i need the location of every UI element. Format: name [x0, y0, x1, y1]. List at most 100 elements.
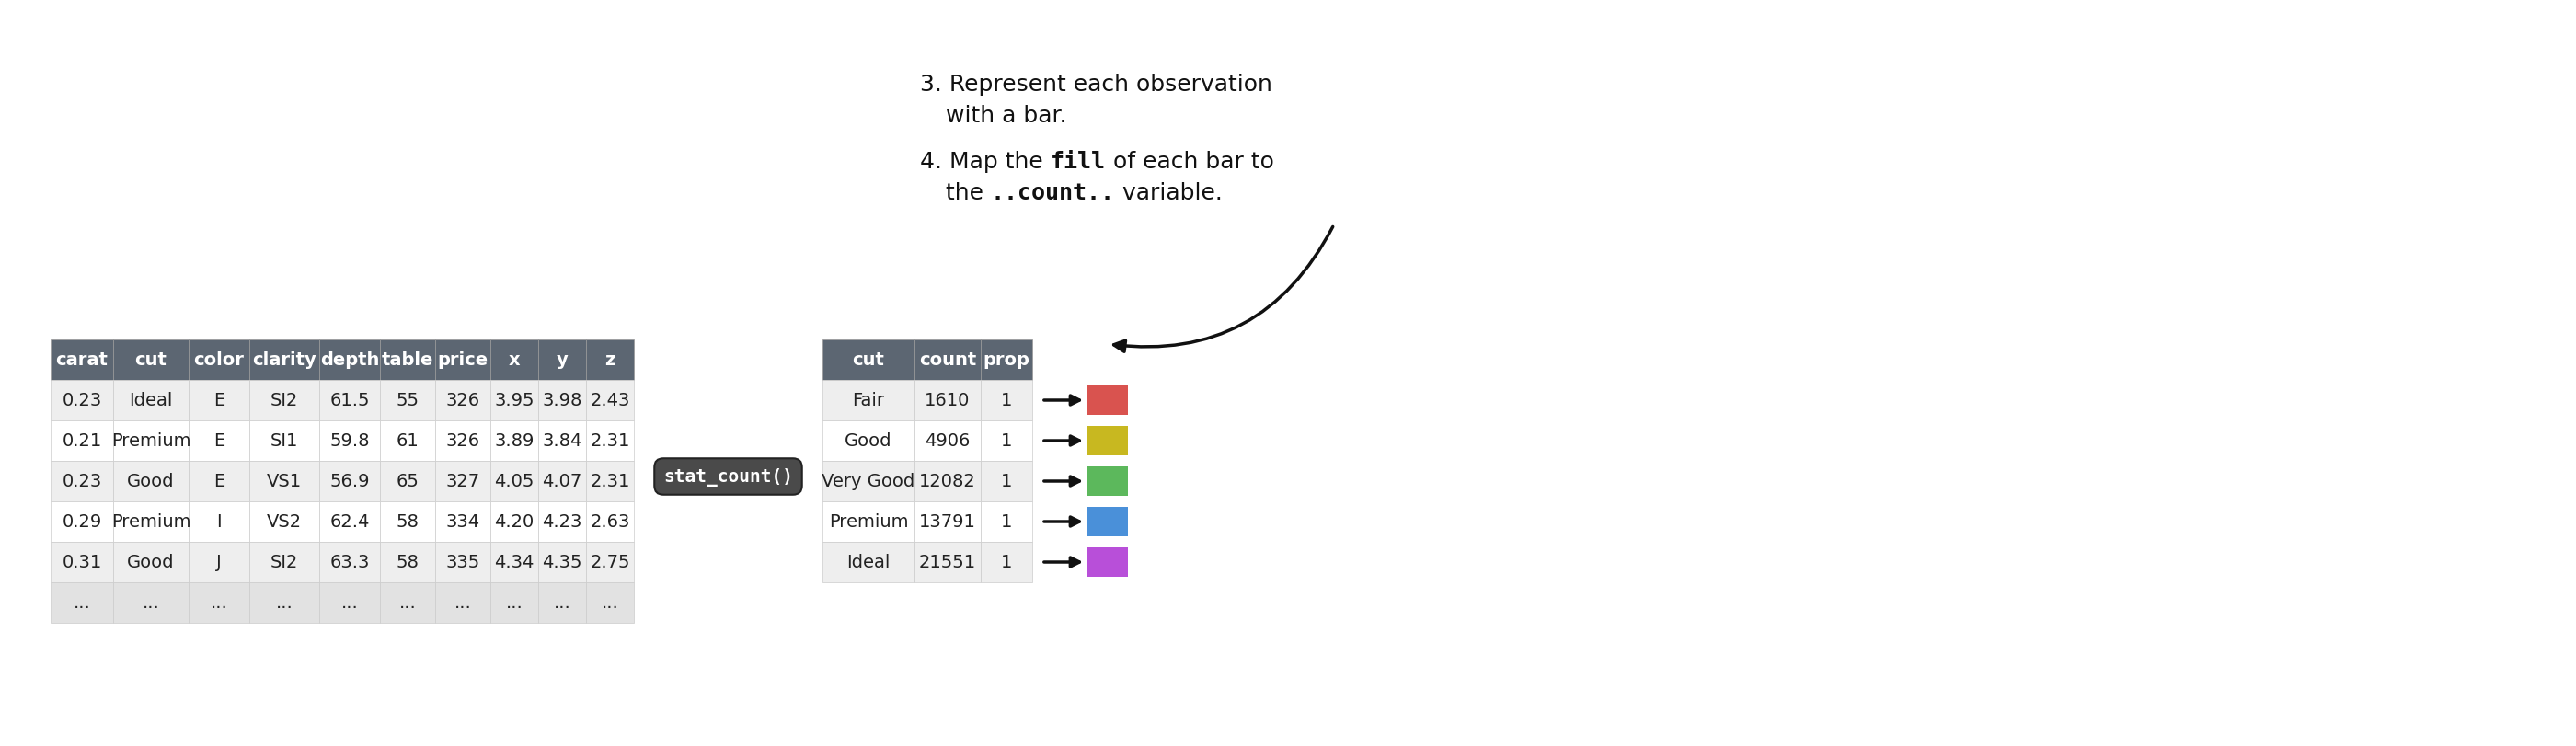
Text: clarity: clarity: [252, 351, 317, 369]
FancyBboxPatch shape: [914, 461, 981, 501]
FancyBboxPatch shape: [52, 421, 113, 461]
Text: variable.: variable.: [1115, 182, 1224, 204]
FancyBboxPatch shape: [587, 461, 634, 501]
FancyBboxPatch shape: [914, 421, 981, 461]
FancyBboxPatch shape: [435, 583, 489, 623]
Text: ...: ...: [600, 594, 618, 612]
Text: carat: carat: [57, 351, 108, 369]
Text: ...: ...: [142, 594, 160, 612]
Text: 4.23: 4.23: [541, 513, 582, 530]
FancyBboxPatch shape: [435, 501, 489, 542]
Text: 1: 1: [1002, 554, 1012, 571]
Text: Ideal: Ideal: [848, 554, 891, 571]
Text: 0.23: 0.23: [62, 473, 103, 490]
Text: 2.31: 2.31: [590, 473, 631, 490]
Text: 1: 1: [1002, 513, 1012, 530]
FancyBboxPatch shape: [489, 380, 538, 421]
FancyBboxPatch shape: [250, 380, 319, 421]
Text: 3. Represent each observation: 3. Represent each observation: [920, 74, 1273, 95]
Text: Good: Good: [126, 473, 175, 490]
Text: 327: 327: [446, 473, 479, 490]
FancyBboxPatch shape: [381, 380, 435, 421]
FancyBboxPatch shape: [489, 583, 538, 623]
Text: E: E: [214, 432, 224, 450]
Text: 0.21: 0.21: [62, 432, 103, 450]
FancyBboxPatch shape: [538, 340, 587, 380]
Text: 2.43: 2.43: [590, 392, 631, 410]
Text: ...: ...: [340, 594, 358, 612]
Text: 326: 326: [446, 392, 479, 410]
FancyBboxPatch shape: [319, 542, 381, 583]
FancyBboxPatch shape: [538, 380, 587, 421]
Text: cut: cut: [134, 351, 167, 369]
Text: 62.4: 62.4: [330, 513, 368, 530]
Text: x: x: [507, 351, 520, 369]
Text: 3.89: 3.89: [495, 432, 533, 450]
FancyBboxPatch shape: [188, 380, 250, 421]
FancyBboxPatch shape: [435, 380, 489, 421]
FancyBboxPatch shape: [914, 340, 981, 380]
Text: Good: Good: [126, 554, 175, 571]
Text: SI2: SI2: [270, 392, 299, 410]
FancyBboxPatch shape: [113, 583, 188, 623]
FancyBboxPatch shape: [319, 421, 381, 461]
FancyBboxPatch shape: [113, 380, 188, 421]
FancyBboxPatch shape: [538, 501, 587, 542]
FancyBboxPatch shape: [319, 583, 381, 623]
FancyBboxPatch shape: [538, 461, 587, 501]
FancyBboxPatch shape: [381, 501, 435, 542]
Text: depth: depth: [319, 351, 379, 369]
FancyBboxPatch shape: [250, 542, 319, 583]
FancyBboxPatch shape: [188, 340, 250, 380]
Text: 3.98: 3.98: [541, 392, 582, 410]
FancyBboxPatch shape: [381, 461, 435, 501]
Text: 3.84: 3.84: [541, 432, 582, 450]
Text: 61: 61: [397, 432, 420, 450]
FancyBboxPatch shape: [113, 542, 188, 583]
Text: 4. Map the: 4. Map the: [920, 151, 1051, 173]
Text: 2.31: 2.31: [590, 432, 631, 450]
FancyBboxPatch shape: [1087, 386, 1128, 416]
Text: cut: cut: [853, 351, 884, 369]
FancyBboxPatch shape: [381, 542, 435, 583]
Text: 58: 58: [397, 513, 420, 530]
FancyBboxPatch shape: [538, 421, 587, 461]
Text: 4.20: 4.20: [495, 513, 533, 530]
FancyBboxPatch shape: [489, 340, 538, 380]
Text: 56.9: 56.9: [330, 473, 368, 490]
FancyBboxPatch shape: [52, 461, 113, 501]
FancyBboxPatch shape: [822, 421, 914, 461]
Text: 58: 58: [397, 554, 420, 571]
Text: Ideal: Ideal: [129, 392, 173, 410]
Text: 21551: 21551: [920, 554, 976, 571]
FancyBboxPatch shape: [489, 461, 538, 501]
FancyBboxPatch shape: [188, 501, 250, 542]
FancyBboxPatch shape: [538, 542, 587, 583]
Text: prop: prop: [984, 351, 1030, 369]
Text: 2.63: 2.63: [590, 513, 631, 530]
Text: ...: ...: [505, 594, 523, 612]
Text: z: z: [605, 351, 616, 369]
FancyBboxPatch shape: [52, 340, 113, 380]
Text: 4906: 4906: [925, 432, 971, 450]
Text: with a bar.: with a bar.: [945, 104, 1066, 127]
Text: 1: 1: [1002, 473, 1012, 490]
Text: 4.35: 4.35: [541, 554, 582, 571]
FancyBboxPatch shape: [250, 583, 319, 623]
FancyBboxPatch shape: [587, 340, 634, 380]
FancyBboxPatch shape: [381, 583, 435, 623]
FancyBboxPatch shape: [538, 583, 587, 623]
Text: I: I: [216, 513, 222, 530]
Text: 55: 55: [397, 392, 420, 410]
FancyBboxPatch shape: [914, 501, 981, 542]
Text: ...: ...: [399, 594, 417, 612]
Text: 1: 1: [1002, 432, 1012, 450]
Text: E: E: [214, 392, 224, 410]
FancyBboxPatch shape: [1087, 548, 1128, 577]
FancyBboxPatch shape: [381, 421, 435, 461]
Text: 335: 335: [446, 554, 479, 571]
FancyBboxPatch shape: [250, 421, 319, 461]
FancyBboxPatch shape: [435, 340, 489, 380]
FancyBboxPatch shape: [822, 380, 914, 421]
FancyBboxPatch shape: [981, 380, 1033, 421]
